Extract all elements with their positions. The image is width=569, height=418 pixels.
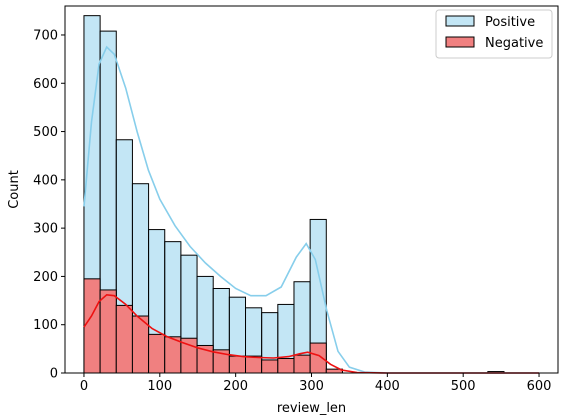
bar-negative-9 [228,355,247,374]
y-tick-label: 700 [33,28,58,43]
bar-negative-4 [148,333,166,374]
ticks-layer: 0 100 200 300 400 500 600 0 100 200 300 400 500 600 70… [33,28,551,394]
y-tick-label: 0 [50,367,58,382]
bar-negative-12 [277,358,295,374]
bar-negative-1 [99,289,117,374]
bar-negative-2 [115,304,133,374]
kde-line-positive [83,45,539,374]
x-tick-label: 300 [299,379,324,394]
kde-line-negative [83,293,539,374]
kde-layer [83,45,539,374]
y-tick-label: 500 [33,125,58,140]
x-tick-label: 400 [375,379,400,394]
bar-negative-11 [261,359,279,374]
y-tick-label: 400 [33,173,58,188]
x-tick-label: 200 [223,379,248,394]
legend-label-positive: Positive [485,15,535,30]
bar-negative-0 [83,278,101,374]
legend-swatch-negative [445,36,475,48]
bar-negative-14 [309,342,327,374]
bars-layer [83,15,505,374]
x-tick-label: 500 [451,379,476,394]
bar-negative-10 [245,355,263,374]
x-tick-label: 0 [80,379,88,394]
y-tick-label: 100 [33,318,58,333]
y-tick-label: 300 [33,222,58,237]
x-tick-label: 100 [147,379,172,394]
legend: Positive Negative [435,9,553,59]
y-axis-label: Count [7,170,22,209]
bar-negative-13 [293,354,311,374]
legend-label-negative: Negative [485,36,543,51]
bar-negative-5 [164,336,182,374]
legend-swatch-positive [445,15,475,27]
y-tick-label: 600 [33,77,58,92]
x-tick-label: 600 [527,379,552,394]
x-axis-label: review_len [277,401,346,416]
y-tick-label: 200 [33,270,58,285]
